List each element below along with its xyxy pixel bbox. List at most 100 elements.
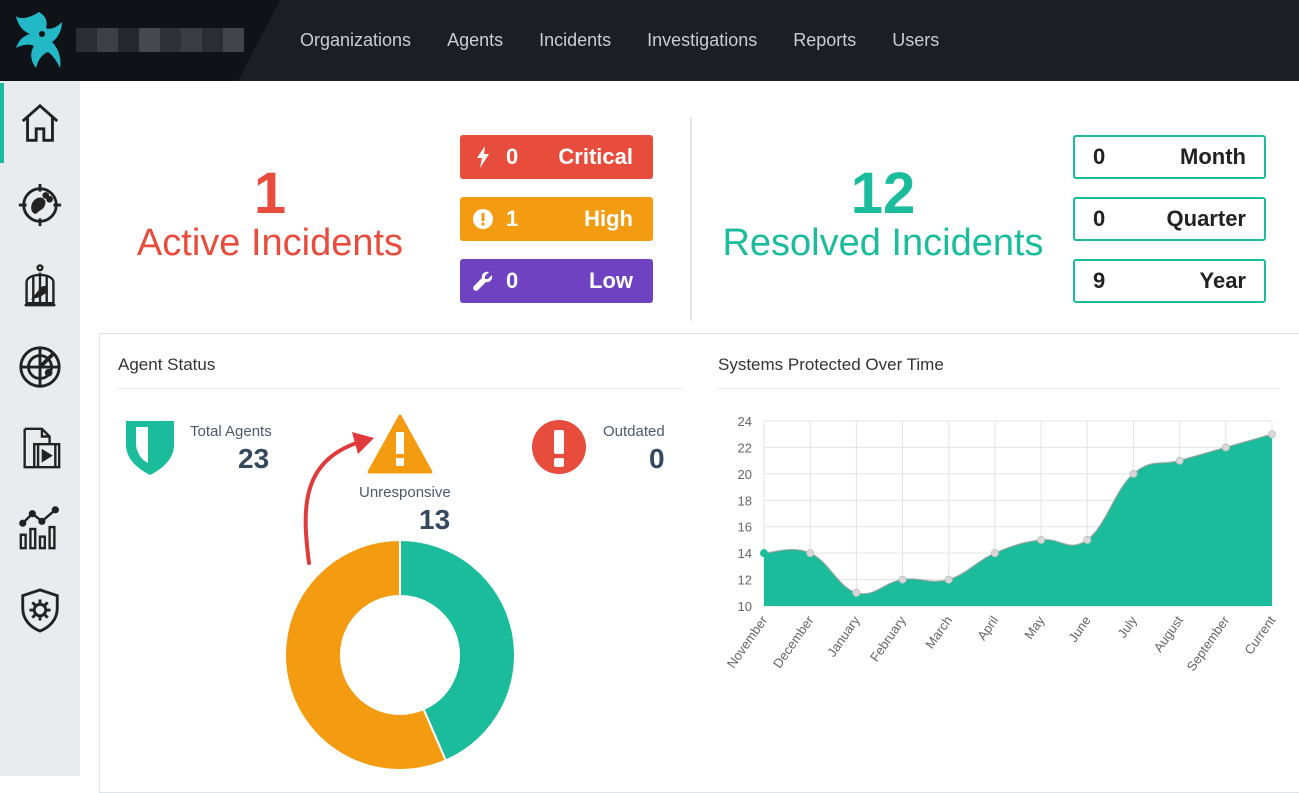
- warning-icon: [367, 414, 433, 474]
- resolved-year-box[interactable]: 9 Year: [1073, 259, 1266, 303]
- resolved-month-count: 0: [1093, 144, 1106, 169]
- y-tick-label: 10: [738, 599, 752, 614]
- nav-reports[interactable]: Reports: [793, 30, 857, 50]
- x-tick-label: June: [1065, 613, 1093, 645]
- critical-count: 0: [506, 144, 519, 169]
- agent-status-title: Agent Status: [118, 355, 216, 374]
- wrench-icon: [473, 271, 493, 291]
- high-label: High: [584, 206, 633, 231]
- low-badge[interactable]: 0 Low: [460, 259, 653, 303]
- outdated-label: Outdated: [603, 423, 665, 440]
- total-agents-label: Total Agents: [190, 423, 272, 440]
- sidebar-item-security[interactable]: [0, 570, 80, 650]
- resolved-incidents-count[interactable]: 12: [850, 161, 916, 226]
- top-navbar: Organizations Agents Incidents Investiga…: [0, 0, 1299, 81]
- resolved-month-label: Month: [1180, 144, 1246, 169]
- unresponsive-label: Unresponsive: [359, 484, 451, 501]
- bolt-icon: [477, 146, 489, 168]
- x-tick-label: March: [922, 613, 955, 651]
- total-agents-value[interactable]: 23: [238, 443, 270, 474]
- sidebar-item-forensics[interactable]: [0, 408, 80, 488]
- birdcage-icon: [24, 264, 56, 307]
- low-label: Low: [589, 268, 633, 293]
- phoenix-logo-icon[interactable]: [12, 8, 66, 72]
- high-badge[interactable]: 1 High: [460, 197, 653, 241]
- nav-users[interactable]: Users: [892, 30, 940, 50]
- active-incidents-label[interactable]: Active Incidents: [136, 222, 404, 264]
- sidebar-item-deception[interactable]: [0, 246, 80, 326]
- sidebar-item-analytics[interactable]: [0, 489, 80, 569]
- data-point[interactable]: [944, 575, 953, 584]
- series-area: [764, 434, 1272, 606]
- x-tick-label: July: [1114, 613, 1140, 641]
- nav-agents[interactable]: Agents: [447, 30, 504, 50]
- x-tick-label: September: [1184, 613, 1233, 674]
- x-tick-label: April: [974, 613, 1001, 643]
- home-icon: [21, 103, 59, 142]
- y-tick-label: 18: [738, 493, 752, 508]
- data-point[interactable]: [1268, 430, 1276, 439]
- data-point[interactable]: [1221, 443, 1230, 452]
- y-tick-label: 22: [738, 440, 752, 455]
- data-point[interactable]: [852, 588, 861, 597]
- unresponsive-value[interactable]: 13: [419, 504, 451, 535]
- main-nav: Organizations Agents Incidents Investiga…: [282, 0, 957, 81]
- donut-slice-responsive[interactable]: [399, 538, 516, 762]
- agent-status-donut-chart: [284, 538, 516, 771]
- data-point[interactable]: [1175, 456, 1184, 465]
- sidebar: [0, 81, 80, 776]
- resolved-year-count: 9: [1093, 268, 1106, 293]
- data-point[interactable]: [1129, 469, 1138, 478]
- y-tick-label: 16: [738, 520, 752, 535]
- x-tick-label: January: [824, 613, 863, 660]
- shield-gear-icon: [21, 588, 59, 633]
- exclamation-circle-icon: [473, 209, 493, 229]
- resolved-year-label: Year: [1199, 268, 1247, 293]
- systems-protected-title: Systems Protected Over Time: [718, 355, 944, 374]
- exclamation-circle-icon: [532, 420, 586, 474]
- y-tick-label: 20: [738, 467, 752, 482]
- agent-status-divider: [118, 388, 682, 389]
- x-tick-label: December: [770, 613, 817, 671]
- sidebar-item-home[interactable]: [0, 83, 80, 163]
- resolved-quarter-label: Quarter: [1166, 206, 1246, 231]
- high-count: 1: [506, 206, 519, 231]
- target-footprint-icon: [18, 183, 62, 227]
- resolved-quarter-box[interactable]: 0 Quarter: [1073, 197, 1266, 241]
- x-tick-label: February: [867, 613, 909, 665]
- resolved-incidents-label[interactable]: Resolved Incidents: [722, 222, 1044, 264]
- annotation-arrow: [303, 432, 374, 565]
- data-point[interactable]: [898, 575, 907, 584]
- nav-organizations[interactable]: Organizations: [300, 30, 412, 50]
- resolved-month-box[interactable]: 0 Month: [1073, 135, 1266, 179]
- nav-investigations[interactable]: Investigations: [647, 30, 758, 50]
- outdated-value[interactable]: 0: [649, 443, 665, 474]
- radar-icon: [19, 346, 61, 388]
- file-video-icon: [23, 427, 61, 469]
- data-point[interactable]: [1083, 535, 1092, 544]
- nav-incidents[interactable]: Incidents: [539, 30, 612, 50]
- analytics-icon: [19, 506, 59, 550]
- systems-protected-area-chart: 10 12 14 16 18 20 22 24 November December January F…: [724, 414, 1279, 674]
- brand-name-redacted: [76, 28, 244, 52]
- shield-icon: [126, 421, 174, 475]
- x-tick-label: May: [1021, 613, 1048, 642]
- data-point[interactable]: [1037, 535, 1046, 544]
- resolved-quarter-count: 0: [1093, 206, 1106, 231]
- donut-slice-unresponsive[interactable]: [284, 538, 448, 771]
- data-point[interactable]: [806, 549, 815, 558]
- data-point[interactable]: [990, 549, 999, 558]
- x-tick-label: November: [724, 613, 771, 671]
- low-count: 0: [506, 268, 519, 293]
- x-tick-label: August: [1151, 613, 1187, 655]
- active-incidents-count[interactable]: 1: [253, 161, 287, 226]
- y-tick-label: 12: [738, 573, 752, 588]
- data-point[interactable]: [760, 549, 768, 558]
- critical-badge[interactable]: 0 Critical: [460, 135, 653, 179]
- critical-label: Critical: [558, 144, 633, 169]
- sidebar-item-network[interactable]: [0, 327, 80, 407]
- summary-divider: [690, 117, 692, 321]
- systems-protected-divider: [718, 388, 1280, 389]
- sidebar-item-threat-hunting[interactable]: [0, 165, 80, 245]
- y-tick-label: 14: [738, 546, 752, 561]
